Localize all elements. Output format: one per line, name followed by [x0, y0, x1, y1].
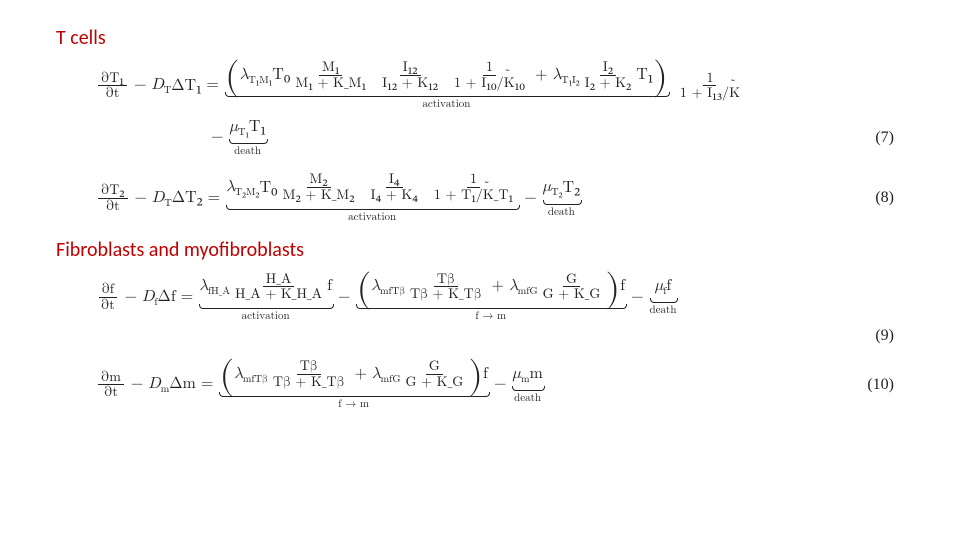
slide: T cells ∂T₁∂t − DT ΔT₁ = ( λT₁M₁ T₀ M₁M₁…: [0, 0, 960, 445]
equation-7: ∂T₁∂t − DT ΔT₁ = ( λT₁M₁ T₀ M₁M₁ + K_M₁ …: [96, 60, 904, 158]
equation-8: ∂T₂∂t − DT ΔT₂ = λT₂M₂ T₀ M₂M₂ + K_M₂ I₄…: [96, 172, 904, 223]
heading-fibro: Fibroblasts and myofibroblasts: [56, 238, 904, 262]
eq9-activation-brace: λfH_A H_AH_A + K_H_A f activation: [199, 272, 332, 323]
eq10-ftom-brace: ( λmfTβ TβTβ + K_Tβ + λmfG GG + K_G ) f …: [219, 359, 488, 410]
eq9-number: (9): [875, 327, 904, 345]
eq8-death-brace: μT₂ T₂ death: [543, 178, 580, 219]
equation-10: ∂m∂t − Dm Δm = ( λmfTβ TβTβ + K_Tβ + λmf…: [96, 359, 904, 410]
eq10-death-brace: μm m death: [512, 365, 542, 405]
eq7-death-brace: μT₁ T₁ death: [229, 117, 265, 158]
eq9-ftom-brace: ( λmfTβ TβTβ + K_Tβ + λmfG GG + K_G ) f …: [356, 272, 625, 323]
eq10-number: (10): [867, 376, 904, 394]
equation-9: ∂f∂t − Df Δf = λfH_A H_AH_A + K_H_A f ac…: [96, 272, 904, 345]
eq7-number: (7): [875, 129, 904, 147]
eq7-activation-brace: ( λT₁M₁ T₀ M₁M₁ + K_M₁ I₁₂I₁₂ + K₁₂ 11 +…: [225, 60, 668, 111]
eq8-number: (8): [875, 189, 904, 207]
heading-tcells: T cells: [56, 26, 904, 50]
eq8-activation-brace: λT₂M₂ T₀ M₂M₂ + K_M₂ I₄I₄ + K₄ 11 + T₁/K…: [226, 172, 518, 223]
eq9-death-brace: μf f death: [650, 277, 677, 317]
